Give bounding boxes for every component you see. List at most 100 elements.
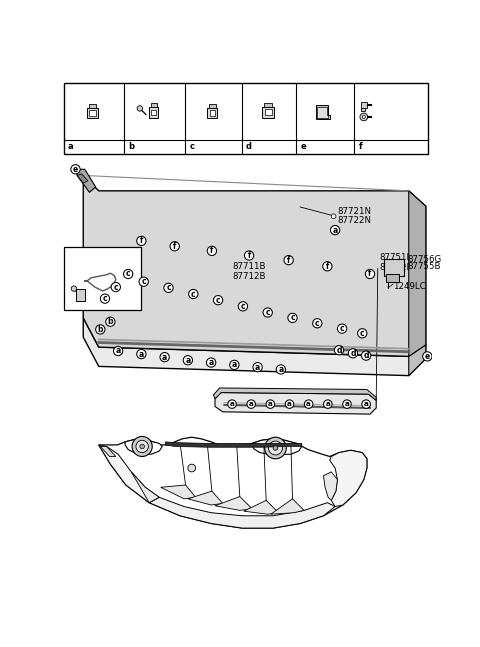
Circle shape xyxy=(358,329,367,338)
Bar xyxy=(149,107,158,118)
Text: 1243AJ: 1243AJ xyxy=(131,129,158,138)
Text: 87711B: 87711B xyxy=(232,263,265,272)
Text: a: a xyxy=(116,347,121,355)
Circle shape xyxy=(228,400,236,408)
Bar xyxy=(207,107,217,118)
Circle shape xyxy=(285,400,294,408)
Circle shape xyxy=(361,351,371,360)
Circle shape xyxy=(140,444,144,449)
Polygon shape xyxy=(83,318,426,376)
Polygon shape xyxy=(409,345,426,376)
Polygon shape xyxy=(99,445,159,503)
Text: c: c xyxy=(360,329,365,338)
Polygon shape xyxy=(244,500,278,514)
Text: a: a xyxy=(287,401,292,407)
Circle shape xyxy=(343,400,351,408)
Circle shape xyxy=(71,164,80,174)
Text: a: a xyxy=(162,353,167,362)
Text: a: a xyxy=(364,401,369,407)
Text: a: a xyxy=(229,401,235,407)
Text: f: f xyxy=(359,142,362,151)
Circle shape xyxy=(323,261,332,271)
Circle shape xyxy=(188,464,196,472)
Text: 1249LJ: 1249LJ xyxy=(372,101,399,110)
Text: c: c xyxy=(189,142,194,151)
Circle shape xyxy=(337,324,347,333)
Text: 87721N: 87721N xyxy=(337,207,372,216)
Text: d: d xyxy=(336,345,342,355)
Text: c: c xyxy=(340,324,345,333)
Circle shape xyxy=(160,353,169,362)
Bar xyxy=(264,103,272,107)
Text: 87722N: 87722N xyxy=(337,217,372,226)
Text: c: c xyxy=(290,313,295,322)
Text: 87786: 87786 xyxy=(200,142,227,151)
Circle shape xyxy=(214,296,223,305)
Bar xyxy=(360,102,367,109)
Text: f: f xyxy=(210,247,214,256)
Text: 87759D: 87759D xyxy=(372,113,403,122)
Circle shape xyxy=(139,277,148,287)
Text: b: b xyxy=(128,142,134,151)
Circle shape xyxy=(273,446,278,450)
Circle shape xyxy=(65,142,76,152)
Circle shape xyxy=(113,346,123,356)
Text: f: f xyxy=(287,256,290,265)
Circle shape xyxy=(362,115,365,118)
Text: f: f xyxy=(173,242,176,251)
Text: c: c xyxy=(240,302,245,311)
Circle shape xyxy=(331,214,336,219)
Text: d: d xyxy=(363,351,369,360)
Text: 87755B: 87755B xyxy=(407,262,441,271)
Text: d: d xyxy=(246,142,252,151)
Text: c: c xyxy=(315,319,320,328)
Circle shape xyxy=(284,256,293,265)
Text: b: b xyxy=(97,325,103,334)
Polygon shape xyxy=(161,485,196,499)
Circle shape xyxy=(137,236,146,245)
Text: 87756G: 87756G xyxy=(407,255,442,264)
Polygon shape xyxy=(215,496,252,510)
Bar xyxy=(210,110,215,116)
Circle shape xyxy=(230,360,239,369)
Polygon shape xyxy=(188,491,223,505)
Circle shape xyxy=(330,226,340,235)
Circle shape xyxy=(324,400,332,408)
Text: c: c xyxy=(216,296,220,305)
Circle shape xyxy=(111,283,120,292)
Circle shape xyxy=(189,289,198,299)
Circle shape xyxy=(96,325,105,334)
Text: c: c xyxy=(191,289,196,298)
Circle shape xyxy=(136,441,148,453)
Circle shape xyxy=(137,349,146,358)
Circle shape xyxy=(312,319,322,328)
Text: c: c xyxy=(126,270,131,278)
Text: f: f xyxy=(368,270,372,278)
Text: 1220AA: 1220AA xyxy=(65,265,99,274)
Text: 87771C: 87771C xyxy=(65,248,99,258)
Circle shape xyxy=(268,441,282,455)
Polygon shape xyxy=(214,388,376,400)
Text: f: f xyxy=(140,236,143,245)
Circle shape xyxy=(288,313,297,322)
Polygon shape xyxy=(99,437,367,528)
Text: a: a xyxy=(325,401,330,407)
Text: 87712B: 87712B xyxy=(232,272,265,281)
Bar xyxy=(384,259,404,276)
Bar xyxy=(385,274,399,281)
Text: a: a xyxy=(68,142,73,151)
Circle shape xyxy=(266,400,275,408)
Text: a: a xyxy=(249,401,253,407)
Circle shape xyxy=(106,317,115,326)
Text: e: e xyxy=(73,165,78,174)
Text: e: e xyxy=(425,352,430,361)
Text: b: b xyxy=(108,317,113,326)
Text: 1249EA: 1249EA xyxy=(65,272,99,281)
Text: e: e xyxy=(300,142,306,151)
Text: 1249LC: 1249LC xyxy=(393,282,426,291)
Bar xyxy=(89,104,96,107)
Text: a: a xyxy=(255,363,260,371)
Polygon shape xyxy=(132,472,159,503)
Circle shape xyxy=(304,400,313,408)
Circle shape xyxy=(100,294,109,303)
